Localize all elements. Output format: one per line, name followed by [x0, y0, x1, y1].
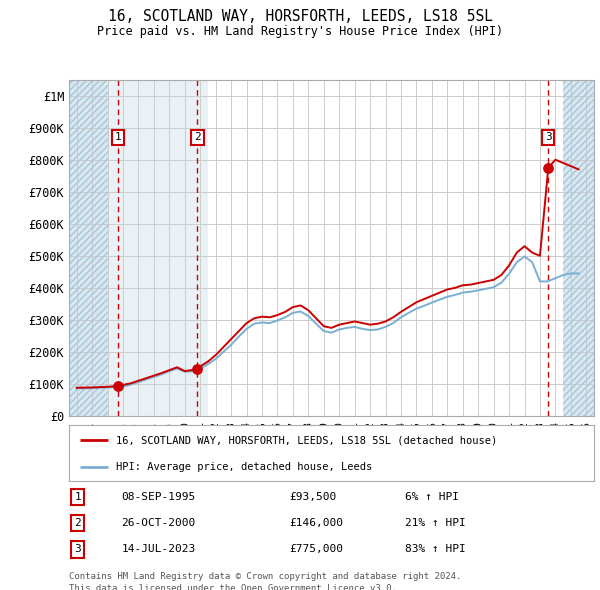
Point — [193, 365, 202, 374]
Text: 14-JUL-2023: 14-JUL-2023 — [121, 545, 196, 555]
Point — [113, 381, 123, 391]
Text: 16, SCOTLAND WAY, HORSFORTH, LEEDS, LS18 5SL (detached house): 16, SCOTLAND WAY, HORSFORTH, LEEDS, LS18… — [116, 435, 497, 445]
Text: £146,000: £146,000 — [290, 519, 343, 528]
Text: Contains HM Land Registry data © Crown copyright and database right 2024.: Contains HM Land Registry data © Crown c… — [69, 572, 461, 581]
Text: £93,500: £93,500 — [290, 492, 337, 502]
Text: Price paid vs. HM Land Registry's House Price Index (HPI): Price paid vs. HM Land Registry's House … — [97, 25, 503, 38]
Bar — [107, 80, 208, 416]
Text: 1: 1 — [115, 132, 122, 142]
Text: 2: 2 — [194, 132, 201, 142]
Text: 2: 2 — [74, 519, 81, 528]
Text: 83% ↑ HPI: 83% ↑ HPI — [405, 545, 466, 555]
Text: £775,000: £775,000 — [290, 545, 343, 555]
Bar — [69, 80, 107, 416]
Text: HPI: Average price, detached house, Leeds: HPI: Average price, detached house, Leed… — [116, 462, 373, 472]
Text: 16, SCOTLAND WAY, HORSFORTH, LEEDS, LS18 5SL: 16, SCOTLAND WAY, HORSFORTH, LEEDS, LS18… — [107, 9, 493, 24]
Text: This data is licensed under the Open Government Licence v3.0.: This data is licensed under the Open Gov… — [69, 584, 397, 590]
Text: 3: 3 — [545, 132, 551, 142]
Bar — [563, 80, 594, 416]
Bar — [69, 80, 107, 416]
Text: 21% ↑ HPI: 21% ↑ HPI — [405, 519, 466, 528]
Point — [544, 163, 553, 172]
Text: 3: 3 — [74, 545, 81, 555]
Text: 26-OCT-2000: 26-OCT-2000 — [121, 519, 196, 528]
Text: 08-SEP-1995: 08-SEP-1995 — [121, 492, 196, 502]
Text: 6% ↑ HPI: 6% ↑ HPI — [405, 492, 459, 502]
Text: 1: 1 — [74, 492, 81, 502]
Bar — [563, 80, 594, 416]
